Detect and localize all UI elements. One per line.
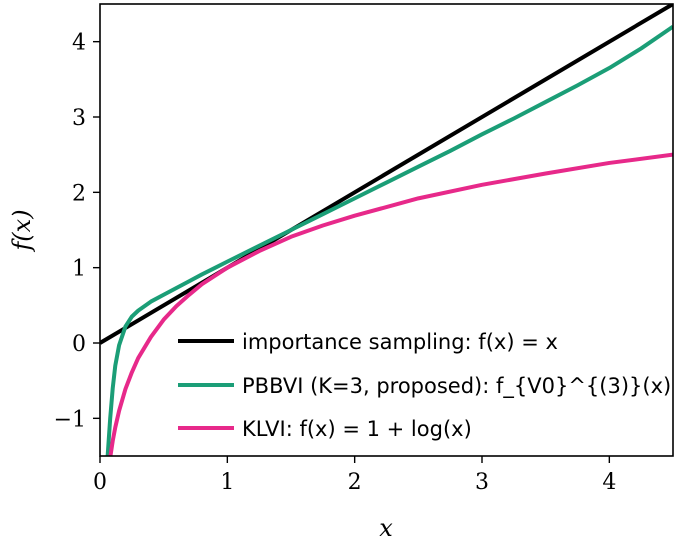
legend-entry-importance-sampling: importance sampling: f(x) = x xyxy=(178,330,558,354)
legend-label-klvi: KLVI: f(x) = 1 + log(x) xyxy=(242,417,472,441)
x-axis-label: x xyxy=(379,514,393,540)
y-tick-label-4: 4 xyxy=(72,31,86,56)
y-tick-label-1: 1 xyxy=(72,257,86,282)
legend-label-importance-sampling: importance sampling: f(x) = x xyxy=(242,330,558,354)
series-line-1 xyxy=(100,4,673,345)
legend: importance sampling: f(x) = x PBBVI (K=3… xyxy=(178,330,671,441)
y-tick-label-0: 0 xyxy=(72,332,86,357)
y-axis-label: f(x) xyxy=(8,209,36,252)
series-line-3 xyxy=(108,152,673,456)
legend-entry-klvi: KLVI: f(x) = 1 + log(x) xyxy=(178,417,472,441)
x-axis-ticks: 0 1 2 3 4 xyxy=(93,456,616,495)
y-tick-label-3: 3 xyxy=(72,106,86,131)
x-tick-label-0: 0 xyxy=(93,470,107,495)
x-tick-label-3: 3 xyxy=(475,470,489,495)
series-layer xyxy=(100,4,673,456)
y-axis-ticks: −1 0 1 2 3 4 xyxy=(54,31,100,432)
x-tick-label-1: 1 xyxy=(220,470,234,495)
series-line-2 xyxy=(105,24,673,456)
legend-entry-pbbvi: PBBVI (K=3, proposed): f_{V0}^{(3)}(x) xyxy=(178,374,671,399)
y-tick-label-2: 2 xyxy=(72,181,86,206)
x-tick-label-4: 4 xyxy=(602,470,616,495)
plot-frame xyxy=(99,3,674,457)
legend-label-pbbvi: PBBVI (K=3, proposed): f_{V0}^{(3)}(x) xyxy=(242,374,671,399)
y-tick-label-neg1: −1 xyxy=(54,407,86,432)
x-tick-label-2: 2 xyxy=(348,470,362,495)
